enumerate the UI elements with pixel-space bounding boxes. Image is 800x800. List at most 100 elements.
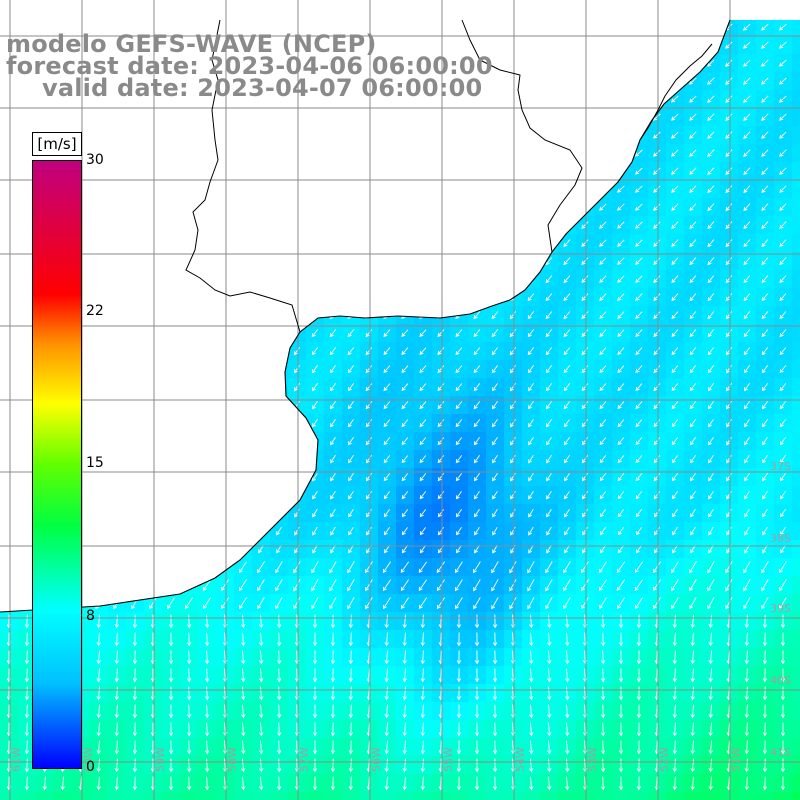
wind-arrow <box>563 561 571 574</box>
wind-arrow <box>114 668 119 683</box>
wind-arrow <box>690 668 695 683</box>
wind-arrow <box>743 275 751 284</box>
wind-arrow <box>259 614 264 629</box>
wind-arrow <box>383 491 390 500</box>
wind-arrow <box>636 758 642 773</box>
wind-cell <box>792 252 800 270</box>
wind-arrow <box>383 401 391 410</box>
wind-cell <box>792 720 800 738</box>
wind-arrow <box>474 526 480 536</box>
wind-arrow <box>743 41 751 49</box>
wind-arrow <box>205 740 210 755</box>
wind-arrow <box>184 597 193 610</box>
wind-arrow <box>473 455 480 464</box>
wind-arrow <box>708 758 713 773</box>
wind-arrow <box>168 740 174 755</box>
wind-arrow <box>347 347 355 356</box>
wind-arrow <box>473 597 481 610</box>
wind-arrow <box>690 704 695 719</box>
wind-cell <box>774 792 792 800</box>
lat-label: 37S <box>770 460 791 473</box>
wind-arrow <box>168 632 174 647</box>
wind-arrow <box>187 686 192 701</box>
wind-arrow <box>437 473 445 482</box>
wind-arrow <box>547 668 552 683</box>
wind-arrow <box>617 221 625 229</box>
wind-arrow <box>241 758 246 773</box>
wind-arrow <box>275 597 283 610</box>
wind-arrow <box>761 95 769 103</box>
wind-arrow <box>491 347 499 356</box>
wind-arrow <box>708 668 713 683</box>
wind-arrow <box>456 632 462 647</box>
wind-arrow <box>347 579 355 592</box>
wind-arrow <box>114 722 119 737</box>
wind-arrow <box>365 419 373 428</box>
wind-arrow <box>401 365 409 374</box>
wind-arrow <box>636 704 642 719</box>
wind-arrow <box>671 167 679 175</box>
wind-arrow <box>671 383 679 392</box>
wind-arrow <box>778 23 787 31</box>
wind-arrow <box>690 758 695 773</box>
wind-arrow <box>744 490 750 500</box>
wind-arrow <box>473 347 481 356</box>
wind-arrow <box>744 650 749 665</box>
wind-arrow <box>420 758 425 773</box>
wind-arrow <box>725 59 733 67</box>
lat-label: 41S <box>770 746 791 759</box>
lon-label: 53W <box>586 747 599 772</box>
wind-cell <box>792 414 800 432</box>
wind-arrow <box>725 41 733 49</box>
wind-arrow <box>277 632 282 647</box>
wind-cell <box>792 522 800 540</box>
wind-arrow <box>617 383 625 392</box>
wind-arrow <box>707 293 715 302</box>
wind-arrow <box>529 650 534 665</box>
wind-arrow <box>581 401 589 410</box>
wind-arrow <box>529 632 534 647</box>
wind-arrow <box>401 329 409 337</box>
wind-arrow <box>617 311 625 319</box>
wind-arrow <box>671 401 679 410</box>
wind-arrow <box>690 473 696 482</box>
wind-arrow <box>581 221 589 229</box>
wind-cell <box>162 792 180 800</box>
wind-arrow <box>383 527 390 536</box>
wind-arrow <box>563 293 571 302</box>
wind-arrow <box>276 526 282 536</box>
wind-arrow <box>743 579 751 592</box>
wind-arrow <box>24 722 30 737</box>
wind-arrow <box>383 347 391 356</box>
wind-arrow <box>312 632 318 647</box>
wind-arrow <box>671 419 679 428</box>
wind-arrow <box>24 758 30 773</box>
wind-arrow <box>277 704 282 719</box>
wind-cell <box>216 792 234 800</box>
wind-arrow <box>312 490 318 500</box>
lon-label: 59W <box>154 747 167 772</box>
wind-arrow <box>348 473 354 482</box>
wind-arrow <box>707 239 715 248</box>
wind-arrow <box>618 776 624 791</box>
wind-arrow <box>761 561 769 574</box>
wind-arrow <box>653 239 661 247</box>
wind-arrow <box>636 632 642 647</box>
wind-arrow <box>761 131 769 139</box>
wind-arrow <box>725 579 733 592</box>
wind-arrow <box>744 454 750 464</box>
wind-arrow <box>96 722 101 737</box>
wind-arrow <box>529 686 534 701</box>
wind-arrow <box>600 776 606 791</box>
wind-arrow <box>114 686 119 701</box>
wind-arrow <box>779 149 787 157</box>
wind-arrow <box>96 758 101 773</box>
wind-arrow <box>743 59 751 67</box>
wind-arrow <box>672 740 677 755</box>
wind-arrow <box>743 113 751 121</box>
wind-arrow <box>761 365 769 374</box>
wind-arrow <box>510 508 516 518</box>
wind-arrow <box>653 131 661 139</box>
wind-cell <box>792 666 800 684</box>
wind-arrow <box>491 579 499 592</box>
